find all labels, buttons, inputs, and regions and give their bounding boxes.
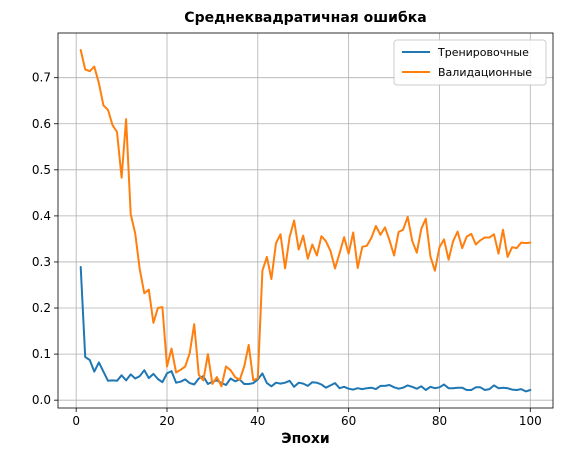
x-tick-label: 20	[159, 414, 174, 428]
x-tick-label: 100	[519, 414, 542, 428]
y-tick-label: 0.5	[32, 163, 51, 177]
y-tick-label: 0.6	[32, 117, 51, 131]
x-axis-label: Эпохи	[281, 431, 329, 447]
y-tick-label: 0.2	[32, 301, 51, 315]
y-tick-label: 0.7	[32, 71, 51, 85]
x-tick-label: 40	[250, 414, 265, 428]
y-tick-label: 0.1	[32, 347, 51, 361]
y-tick-label: 0.3	[32, 255, 51, 269]
legend-label: Тренировочные	[437, 46, 529, 59]
x-tick-label: 0	[72, 414, 80, 428]
legend: Тренировочные Валидационные	[394, 40, 546, 85]
chart-title: Среднеквадратичная ошибка	[184, 10, 426, 26]
x-tick-label: 60	[341, 414, 356, 428]
y-tick-label: 0.4	[32, 209, 51, 223]
x-tick-label: 80	[432, 414, 447, 428]
legend-label: Валидационные	[438, 66, 532, 79]
y-tick-label: 0.0	[32, 393, 51, 407]
